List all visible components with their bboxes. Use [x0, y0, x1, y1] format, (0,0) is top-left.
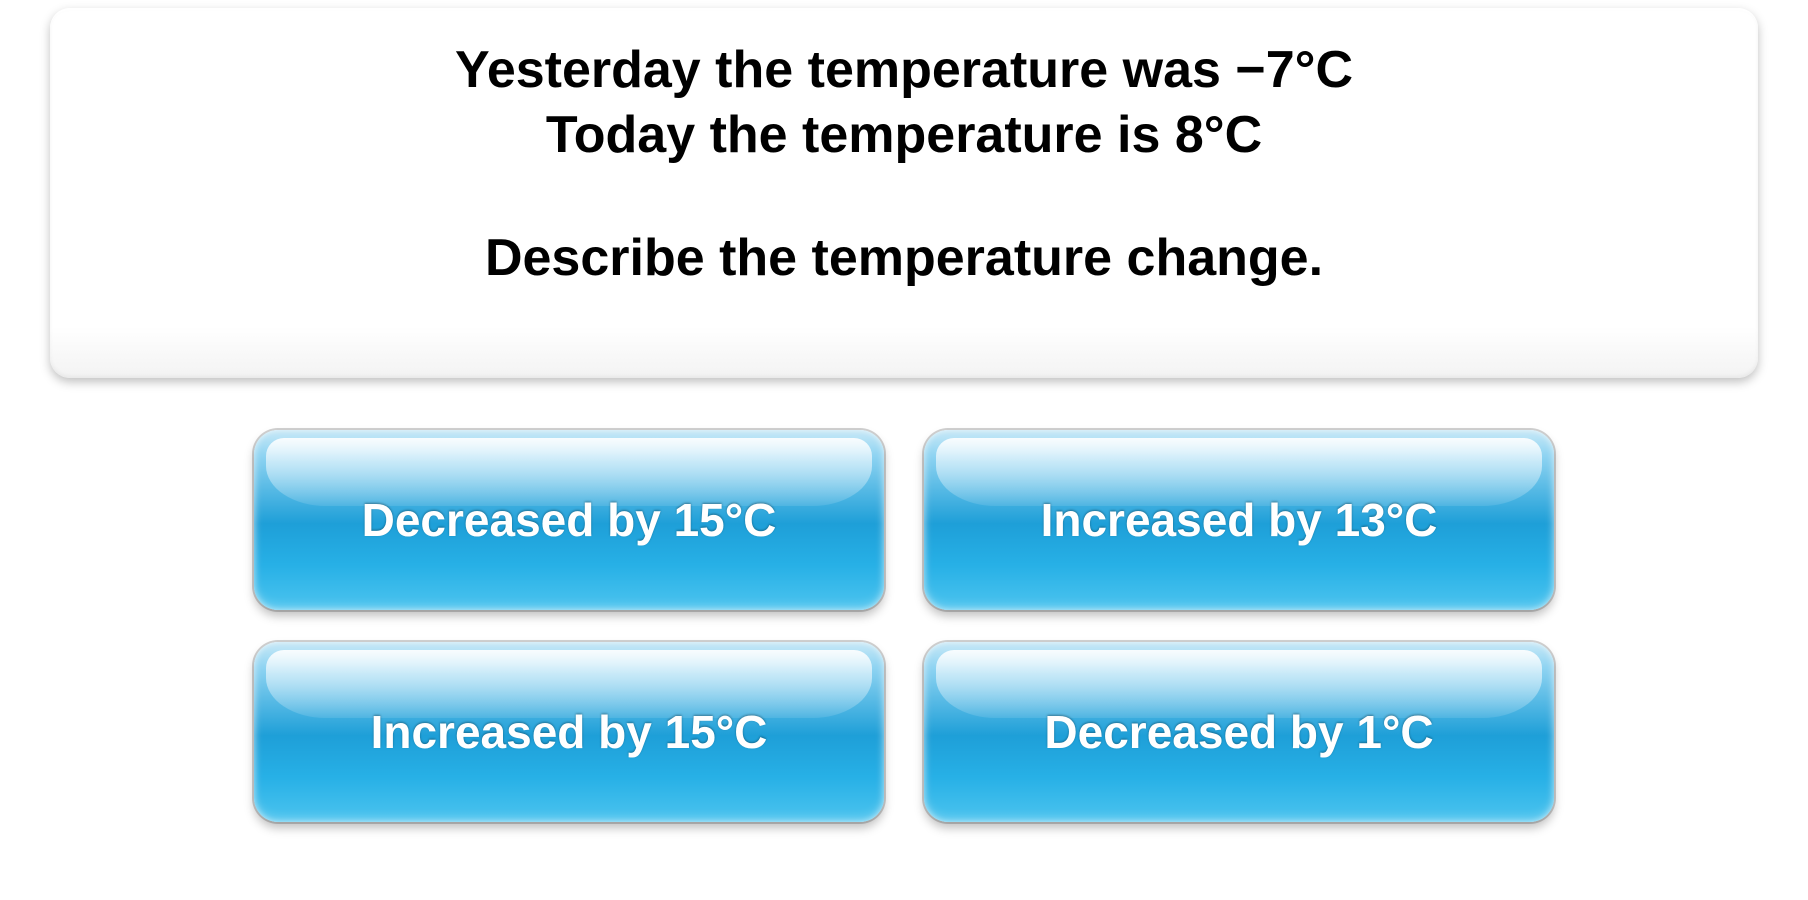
answers-grid: Decreased by 15°C Increased by 13°C Incr…	[254, 430, 1554, 822]
answer-option-3-label: Increased by 15°C	[371, 705, 768, 759]
answer-option-3[interactable]: Increased by 15°C	[254, 642, 884, 822]
answer-option-2-label: Increased by 13°C	[1041, 493, 1438, 547]
answer-option-4[interactable]: Decreased by 1°C	[924, 642, 1554, 822]
question-card: Yesterday the temperature was −7°C Today…	[50, 8, 1758, 378]
question-line-spacer	[50, 168, 1758, 226]
question-line-1: Yesterday the temperature was −7°C	[50, 38, 1758, 103]
question-line-2: Today the temperature is 8°C	[50, 103, 1758, 168]
answer-option-2[interactable]: Increased by 13°C	[924, 430, 1554, 610]
answer-option-1-label: Decreased by 15°C	[362, 493, 777, 547]
answer-option-4-label: Decreased by 1°C	[1044, 705, 1433, 759]
question-line-3: Describe the temperature change.	[50, 226, 1758, 291]
quiz-stage: Yesterday the temperature was −7°C Today…	[0, 0, 1808, 900]
answer-option-1[interactable]: Decreased by 15°C	[254, 430, 884, 610]
